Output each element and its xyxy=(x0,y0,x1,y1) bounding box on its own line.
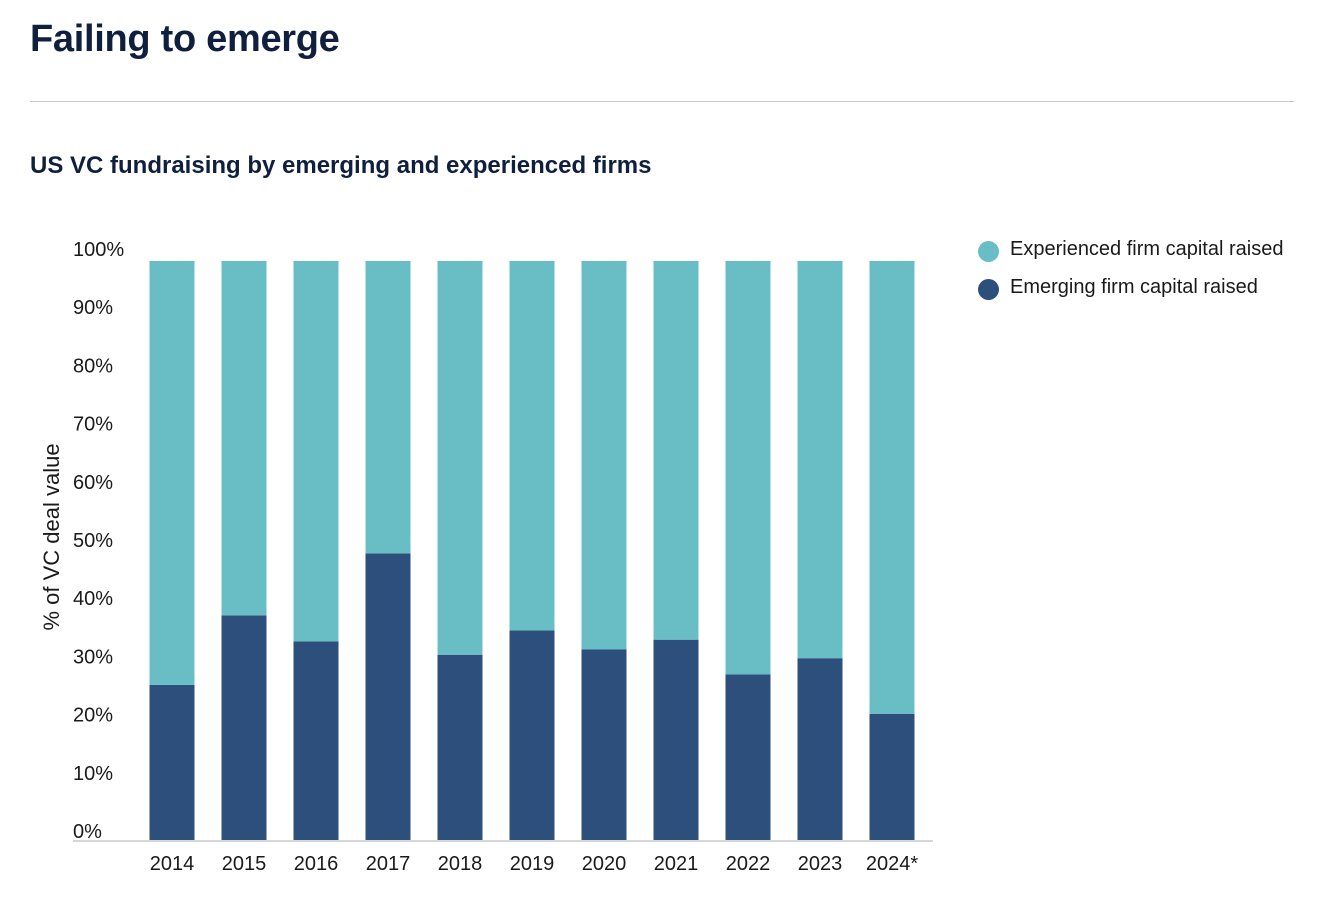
chart-subtitle: US VC fundraising by emerging and experi… xyxy=(30,152,652,179)
bar-emerging-2019 xyxy=(509,630,555,840)
legend-swatch-emerging xyxy=(978,279,999,300)
y-axis-label: % of VC deal value xyxy=(39,443,64,630)
y-axis-ticks: 0% 10% 20% 30% 40% 50% 60% 70% 80% 90% 100% xyxy=(73,239,124,843)
bar-emerging-2018 xyxy=(437,654,483,840)
bar-experienced-2018 xyxy=(437,261,483,655)
bar-emerging-2014 xyxy=(149,684,195,840)
legend-swatch-experienced xyxy=(978,241,999,262)
bar-emerging-2020 xyxy=(581,649,627,840)
y-tick-label: 40% xyxy=(73,588,113,610)
legend-item-experienced: Experienced firm capital raised xyxy=(978,236,1298,262)
page-title: Failing to emerge xyxy=(30,18,340,60)
y-tick-label: 70% xyxy=(73,414,113,436)
y-tick-label: 0% xyxy=(73,821,102,843)
x-tick-label: 2022 xyxy=(726,853,771,875)
x-tick-label: 2017 xyxy=(366,853,411,875)
bar-experienced-2023 xyxy=(797,261,843,659)
x-tick-label: 2020 xyxy=(582,853,627,875)
x-axis-ticks: 2014 2015 2016 2017 2018 2019 2020 2021 2022 2023… xyxy=(150,853,919,875)
bar-experienced-2020 xyxy=(581,261,627,650)
legend-label-emerging: Emerging firm capital raised xyxy=(1010,276,1258,298)
x-tick-label: 2018 xyxy=(438,853,483,875)
x-tick-label: 2014 xyxy=(150,853,195,875)
bar-emerging-2024 xyxy=(869,713,915,840)
bar-experienced-2019 xyxy=(509,261,555,631)
x-tick-label: 2024* xyxy=(866,853,918,875)
bar-experienced-2014 xyxy=(149,261,195,685)
bar-experienced-2024 xyxy=(869,261,915,714)
y-tick-label: 90% xyxy=(73,297,113,319)
x-tick-label: 2016 xyxy=(294,853,339,875)
title-divider xyxy=(30,101,1294,102)
y-tick-label: 100% xyxy=(73,239,124,261)
x-tick-label: 2023 xyxy=(798,853,843,875)
y-tick-label: 50% xyxy=(73,530,113,552)
bar-emerging-2021 xyxy=(653,639,699,840)
legend: Experienced firm capital raised Emerging… xyxy=(978,236,1298,312)
bar-experienced-2017 xyxy=(365,261,411,554)
bar-emerging-2015 xyxy=(221,615,267,840)
y-tick-label: 20% xyxy=(73,705,113,727)
x-tick-label: 2015 xyxy=(222,853,267,875)
y-tick-label: 10% xyxy=(73,763,113,785)
bar-experienced-2022 xyxy=(725,261,771,675)
bar-experienced-2016 xyxy=(293,261,339,642)
x-tick-label: 2019 xyxy=(510,853,555,875)
bars-group xyxy=(149,261,915,840)
bar-emerging-2022 xyxy=(725,674,771,840)
bar-experienced-2015 xyxy=(221,261,267,616)
x-tick-label: 2021 xyxy=(654,853,699,875)
y-tick-label: 80% xyxy=(73,355,113,377)
y-tick-label: 60% xyxy=(73,472,113,494)
y-tick-label: 30% xyxy=(73,646,113,668)
bar-emerging-2016 xyxy=(293,641,339,840)
bar-experienced-2021 xyxy=(653,261,699,640)
bar-emerging-2017 xyxy=(365,553,411,840)
legend-item-emerging: Emerging firm capital raised xyxy=(978,274,1298,300)
legend-label-experienced: Experienced firm capital raised xyxy=(1010,238,1284,260)
bar-emerging-2023 xyxy=(797,658,843,840)
